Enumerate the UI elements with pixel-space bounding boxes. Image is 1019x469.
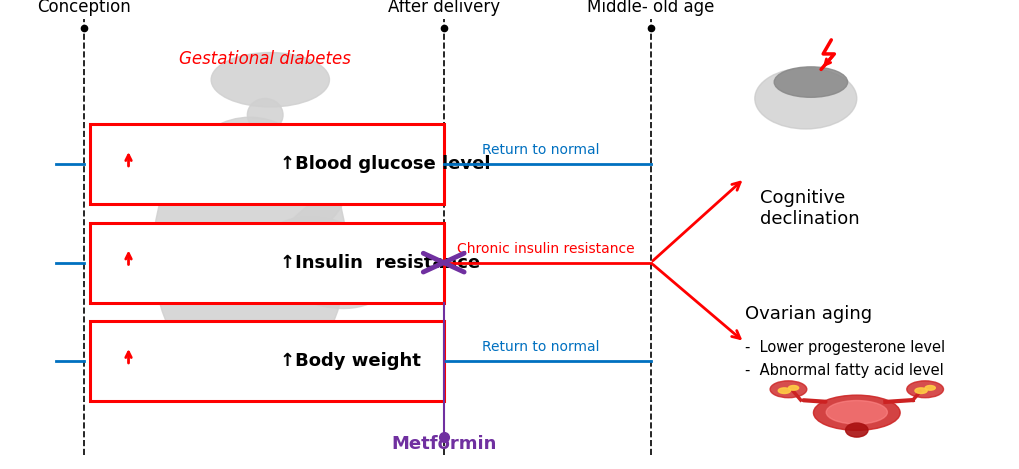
Bar — [90, 124, 443, 204]
Text: After delivery: After delivery — [387, 0, 499, 16]
Ellipse shape — [754, 68, 856, 129]
Ellipse shape — [153, 117, 346, 389]
Text: ↑Body weight: ↑Body weight — [280, 352, 421, 370]
Circle shape — [788, 386, 798, 390]
Text: -  Lower progesterone level: - Lower progesterone level — [744, 340, 944, 355]
Circle shape — [292, 258, 374, 295]
Bar — [90, 223, 443, 303]
Text: Metformin: Metformin — [390, 435, 496, 453]
Text: ↑Blood glucose level: ↑Blood glucose level — [280, 155, 490, 173]
Ellipse shape — [773, 67, 847, 98]
Bar — [90, 321, 443, 401]
Text: Chronic insulin resistance: Chronic insulin resistance — [457, 242, 634, 256]
Ellipse shape — [845, 423, 867, 437]
Text: Middle- old age: Middle- old age — [587, 0, 713, 16]
Ellipse shape — [276, 190, 345, 250]
Ellipse shape — [813, 395, 900, 431]
Circle shape — [924, 386, 934, 390]
Circle shape — [777, 388, 790, 393]
Ellipse shape — [825, 401, 887, 424]
Circle shape — [914, 388, 926, 393]
Circle shape — [769, 381, 806, 398]
Text: Gestational diabetes: Gestational diabetes — [179, 50, 351, 68]
Text: -  Abnormal fatty acid level: - Abnormal fatty acid level — [744, 363, 943, 378]
Text: Ovarian aging: Ovarian aging — [744, 305, 871, 323]
Text: Conception: Conception — [37, 0, 130, 16]
Text: Return to normal: Return to normal — [481, 143, 599, 157]
Text: Return to normal: Return to normal — [481, 340, 599, 354]
Circle shape — [906, 381, 943, 398]
Ellipse shape — [262, 217, 390, 309]
Ellipse shape — [248, 98, 283, 131]
Text: ↑Insulin  resistance: ↑Insulin resistance — [280, 254, 480, 272]
Text: Cognitive
declination: Cognitive declination — [759, 189, 859, 228]
Circle shape — [211, 53, 329, 107]
